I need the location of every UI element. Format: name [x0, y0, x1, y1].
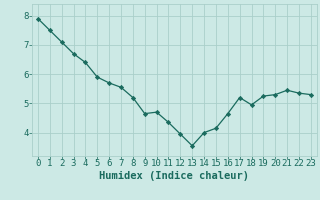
X-axis label: Humidex (Indice chaleur): Humidex (Indice chaleur) — [100, 171, 249, 181]
